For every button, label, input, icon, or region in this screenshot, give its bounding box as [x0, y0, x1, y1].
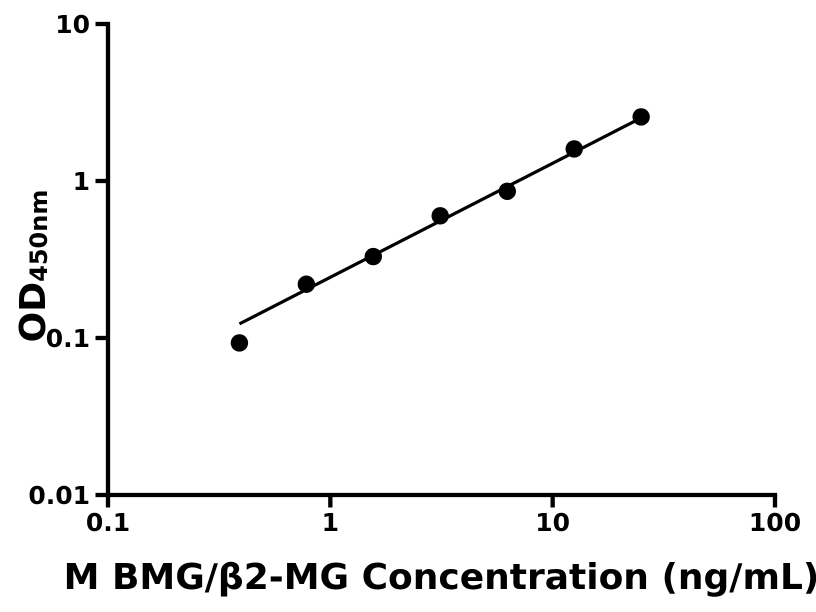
y-axis-title-subscript: 450nm	[25, 190, 53, 282]
y-tick-label: 10	[55, 10, 90, 39]
y-tick-label: 0.1	[46, 324, 90, 353]
y-axis-title-main: OD	[13, 282, 54, 343]
data-point	[230, 334, 249, 352]
data-point	[498, 182, 516, 200]
x-tick-label: 0.1	[86, 508, 130, 537]
x-tick-label: 1	[322, 508, 339, 537]
data-point	[431, 207, 449, 225]
data-point	[632, 108, 650, 126]
data-point	[364, 247, 382, 266]
data-point	[565, 140, 583, 158]
x-tick-label: 10	[535, 508, 570, 537]
x-axis-title: M BMG/β2-MG Concentration (ng/mL)	[64, 557, 816, 598]
y-tick-label: 0.01	[28, 481, 90, 510]
y-tick-label: 1	[73, 167, 90, 196]
x-tick-label: 100	[749, 508, 801, 537]
data-point	[297, 275, 316, 293]
y-axis-title: OD450nm	[13, 190, 54, 343]
